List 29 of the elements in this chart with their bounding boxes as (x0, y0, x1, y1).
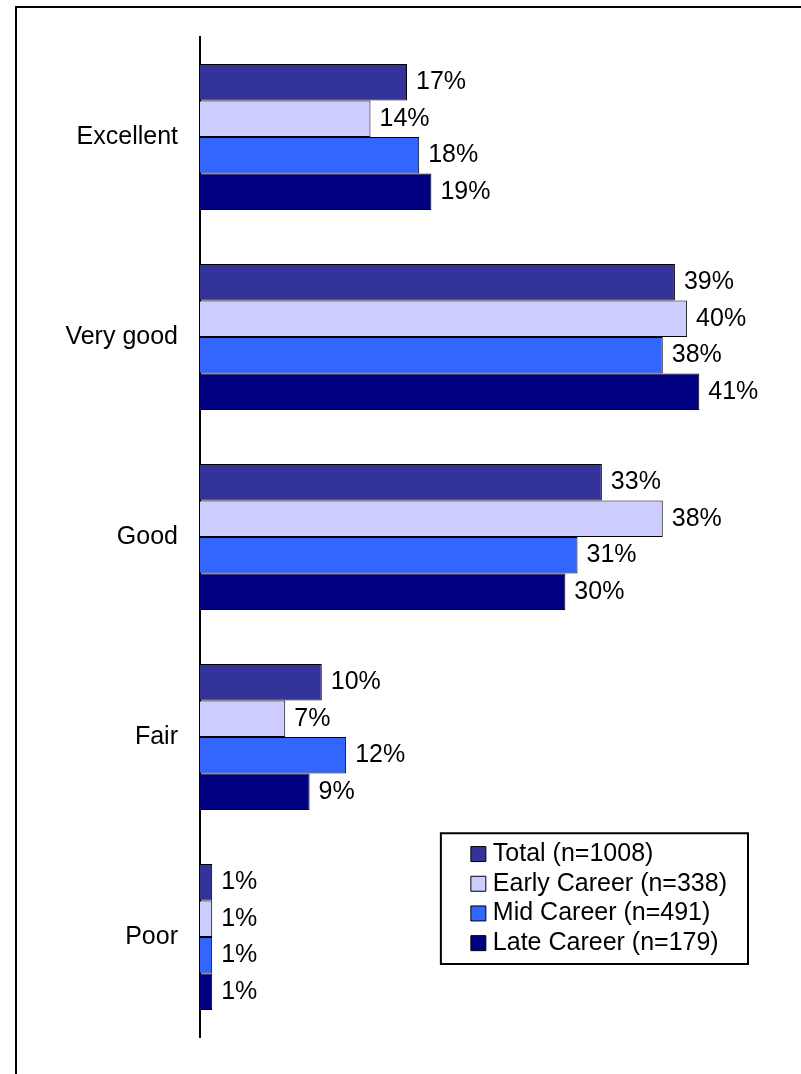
data-label: 31% (586, 539, 637, 568)
y-tick-label: Very good (65, 320, 178, 349)
data-label: 40% (696, 302, 747, 331)
data-label: 7% (294, 702, 331, 731)
y-tick-label: Fair (134, 720, 178, 749)
data-label: 18% (428, 139, 479, 168)
y-tick-label: Excellent (76, 120, 179, 149)
data-label: 10% (330, 666, 381, 695)
data-label: 1% (221, 866, 258, 895)
legend-label: Early Career (n=338) (492, 867, 728, 896)
data-label: 41% (708, 375, 759, 404)
data-label: 39% (683, 266, 734, 295)
legend-label: Mid Career (n=491) (492, 897, 711, 926)
legend-label: Total (n=1008) (492, 837, 654, 866)
y-tick-label: Poor (125, 920, 178, 949)
data-label: 17% (416, 66, 467, 95)
data-label: 9% (318, 775, 355, 804)
data-label: 1% (221, 939, 258, 968)
data-label: 30% (574, 575, 625, 604)
data-label: 14% (379, 102, 430, 131)
legend-label: Late Career (n=179) (492, 927, 719, 956)
y-tick-label: Good (116, 520, 178, 549)
data-label: 38% (671, 339, 722, 368)
data-label: 12% (355, 739, 406, 768)
data-label: 38% (671, 502, 722, 531)
data-label: 33% (610, 466, 661, 495)
data-label: 1% (221, 902, 258, 931)
data-label: 1% (221, 975, 258, 1004)
data-label: 19% (440, 175, 491, 204)
